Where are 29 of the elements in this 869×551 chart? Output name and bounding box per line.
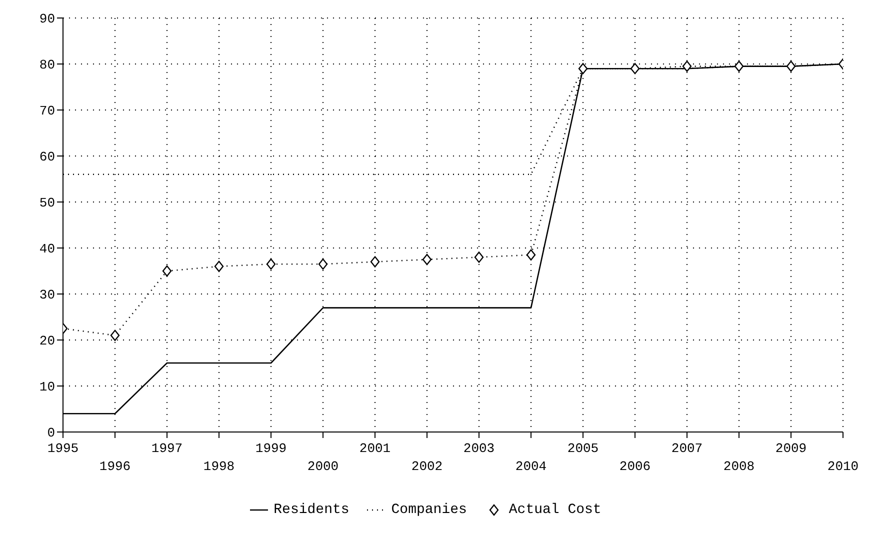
x-tick-label: 2005	[567, 441, 599, 456]
y-tick-label: 0	[47, 426, 55, 441]
x-tick-label: 1998	[203, 459, 235, 474]
x-tick-label: 2000	[307, 459, 339, 474]
y-tick-label: 90	[39, 12, 55, 27]
y-tick-label: 70	[39, 104, 55, 119]
x-tick-label: 2006	[619, 459, 651, 474]
y-tick-label: 20	[39, 334, 55, 349]
y-tick-label: 50	[39, 196, 55, 211]
x-tick-label: 2007	[671, 441, 703, 456]
x-tick-label: 2003	[463, 441, 495, 456]
x-tick-label: 1997	[151, 441, 183, 456]
y-tick-label: 40	[39, 242, 55, 257]
x-tick-label: 1996	[99, 459, 131, 474]
y-tick-label: 60	[39, 150, 55, 165]
legend-label: Actual Cost	[508, 502, 602, 518]
y-tick-label: 80	[39, 58, 55, 73]
x-tick-label: 2010	[827, 459, 859, 474]
x-tick-label: 2008	[723, 459, 755, 474]
x-tick-label: 2009	[775, 441, 807, 456]
x-tick-label: 2004	[515, 459, 547, 474]
y-tick-label: 30	[39, 288, 55, 303]
y-tick-label: 10	[39, 380, 55, 395]
x-tick-label: 2002	[411, 459, 443, 474]
legend-label: Companies	[391, 502, 467, 518]
x-tick-label: 1995	[47, 441, 79, 456]
legend-label: Residents	[274, 502, 350, 518]
x-tick-label: 1999	[255, 441, 287, 456]
x-tick-label: 2001	[359, 441, 391, 456]
